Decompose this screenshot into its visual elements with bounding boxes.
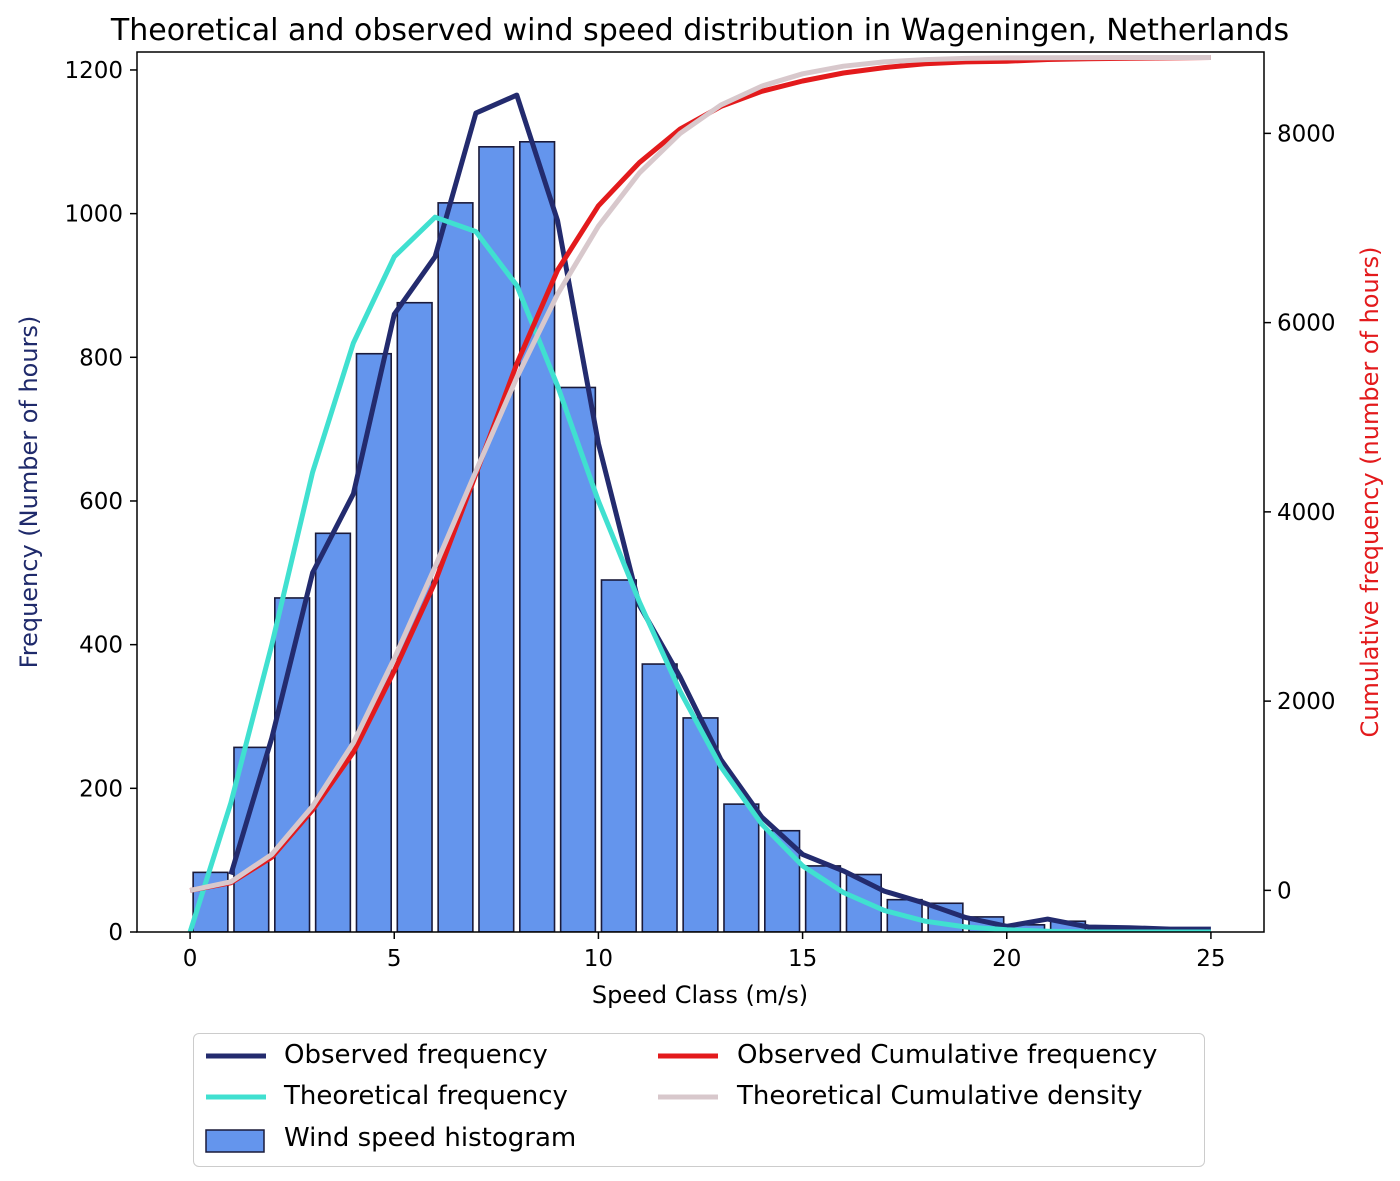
x-tick-label: 20 — [992, 946, 1021, 972]
legend-label-observed-cumulative: Observed Cumulative frequency — [737, 1040, 1158, 1070]
histogram-bar — [559, 386, 597, 932]
legend-swatch-wind-speed-histogram — [205, 1129, 265, 1153]
y2-tick-label: 6000 — [1277, 311, 1336, 337]
y2-tick-label: 0 — [1277, 878, 1292, 904]
y2-tick-label: 8000 — [1277, 121, 1336, 147]
histogram-bar — [355, 352, 392, 932]
legend-label-theoretical-frequency: Theoretical frequency — [284, 1081, 568, 1111]
y-axis-label: Frequency (Number of hours) — [15, 316, 43, 669]
legend-label-wind-speed-histogram: Wind speed histogram — [284, 1123, 577, 1153]
y-tick-label: 400 — [79, 633, 123, 659]
y2-axis-label: Cumulative frequency (number of hours) — [1356, 247, 1384, 738]
plot-frame — [136, 51, 1265, 933]
y2-tick-label: 2000 — [1277, 689, 1336, 715]
legend-swatch-observed-cumulative — [658, 1053, 718, 1059]
histogram-bar — [804, 865, 842, 932]
histogram-bar — [600, 579, 637, 932]
y2-tick-label: 4000 — [1277, 500, 1336, 526]
x-tick-label: 25 — [1196, 946, 1225, 972]
theoretical-cumulative-line — [189, 55, 1211, 893]
histogram-bar — [314, 532, 352, 932]
histogram-bar — [519, 140, 556, 932]
x-axis-label: Speed Class (m/s) — [592, 981, 808, 1009]
histogram-bar — [437, 202, 474, 932]
legend-swatch-theoretical-cumulative — [658, 1094, 718, 1100]
histogram-bar — [641, 663, 678, 932]
axes: 0 5 10 15 20 25 0 200 400 600 800 1000 1200 0 2000 4000… — [64, 51, 1336, 972]
y-tick-label: 200 — [79, 776, 123, 802]
legend-label-observed-frequency: Observed frequency — [284, 1040, 548, 1070]
y-tick-label: 0 — [108, 920, 123, 946]
x-tick-label: 15 — [788, 946, 817, 972]
histogram-bar — [723, 803, 760, 932]
legend: Observed frequency Theoretical frequency… — [193, 1033, 1205, 1167]
legend-label-theoretical-cumulative: Theoretical Cumulative density — [737, 1081, 1143, 1111]
histogram-bar — [478, 146, 515, 932]
y-tick-label: 1000 — [64, 202, 123, 228]
theoretical-frequency-line — [187, 214, 1211, 932]
plot-area — [187, 55, 1211, 932]
y-tick-label: 800 — [79, 345, 123, 371]
legend-swatch-observed-frequency — [206, 1053, 266, 1059]
x-tick-label: 5 — [387, 946, 402, 972]
y-tick-label: 600 — [79, 489, 123, 515]
y-tick-label: 1200 — [64, 58, 123, 84]
legend-swatch-theoretical-frequency — [206, 1094, 266, 1100]
x-tick-label: 10 — [584, 946, 613, 972]
x-tick-label: 0 — [183, 946, 198, 972]
chart-title: Theoretical and observed wind speed dist… — [110, 13, 1289, 48]
observed-frequency-line — [228, 92, 1211, 932]
